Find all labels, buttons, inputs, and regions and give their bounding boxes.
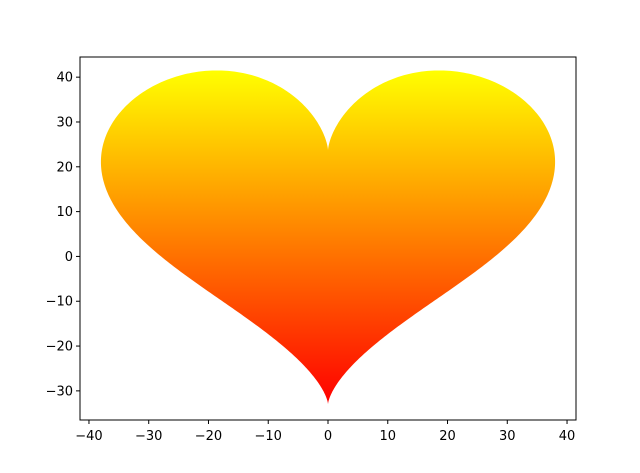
- x-tick-label: −10: [255, 429, 282, 444]
- x-tick-label: −20: [195, 429, 222, 444]
- x-tick-label: 30: [499, 429, 516, 444]
- y-tick-label: 40: [56, 71, 73, 86]
- y-tick-label: 30: [56, 115, 73, 130]
- x-tick-label: 10: [379, 429, 396, 444]
- x-tick-label: 20: [439, 429, 456, 444]
- x-tick-label: 40: [559, 429, 576, 444]
- x-tick-label: −30: [135, 429, 162, 444]
- y-tick-label: −30: [46, 384, 73, 399]
- heart-scatter-series: [100, 70, 556, 405]
- y-tick-label: −10: [46, 295, 73, 310]
- y-tick-label: −20: [46, 340, 73, 355]
- y-tick-label: 10: [56, 205, 73, 220]
- y-tick-label: 0: [65, 250, 73, 265]
- x-axis: −40 −30 −20 −10 0 10 20 30 40: [75, 420, 575, 444]
- plot-area: [100, 70, 556, 405]
- y-axis: −30 −20 −10 0 10 20 30 40: [46, 71, 80, 399]
- x-tick-label: 0: [324, 429, 332, 444]
- x-tick-label: −40: [75, 429, 102, 444]
- y-tick-label: 20: [56, 160, 73, 175]
